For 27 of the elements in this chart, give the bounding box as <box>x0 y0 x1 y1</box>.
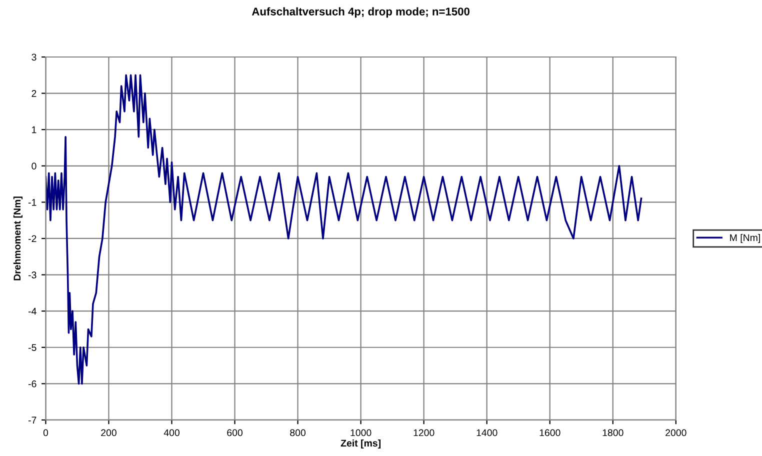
x-tick-label: 800 <box>290 429 306 436</box>
y-tick-label: -3 <box>28 272 36 278</box>
x-tick-label: 400 <box>164 429 180 436</box>
x-tick-label: 0 <box>43 429 48 436</box>
chart-title: Aufschaltversuch 4p; drop mode; n=1500 <box>252 7 470 18</box>
x-tick-label: 1200 <box>414 429 434 436</box>
legend-label: M [Nm] <box>730 234 760 244</box>
y-axis-title: Drehmoment [Nm] <box>13 196 22 280</box>
x-tick-label: 1600 <box>540 429 560 436</box>
y-tick-label: 2 <box>32 90 36 97</box>
x-tick-label: 1000 <box>350 429 372 436</box>
y-tick-label: -5 <box>28 344 36 351</box>
y-tick-label: -7 <box>28 416 36 424</box>
y-tick-label: 3 <box>32 54 36 61</box>
y-tick-label: -2 <box>28 235 36 242</box>
x-tick-label: 2000 <box>666 429 686 436</box>
x-tick-label: 1400 <box>476 429 498 436</box>
x-tick-label: 1800 <box>602 429 624 436</box>
y-tick-label: -6 <box>28 380 36 388</box>
y-tick-label: -1 <box>28 199 36 206</box>
y-tick-label: 1 <box>32 126 36 134</box>
y-tick-label: 0 <box>32 162 36 170</box>
line-series <box>46 74 642 385</box>
y-tick-label: -4 <box>28 308 36 315</box>
x-axis-title: Zeit [ms] <box>340 439 381 449</box>
x-tick-label: 600 <box>227 429 243 436</box>
x-tick-label: 200 <box>101 429 116 436</box>
